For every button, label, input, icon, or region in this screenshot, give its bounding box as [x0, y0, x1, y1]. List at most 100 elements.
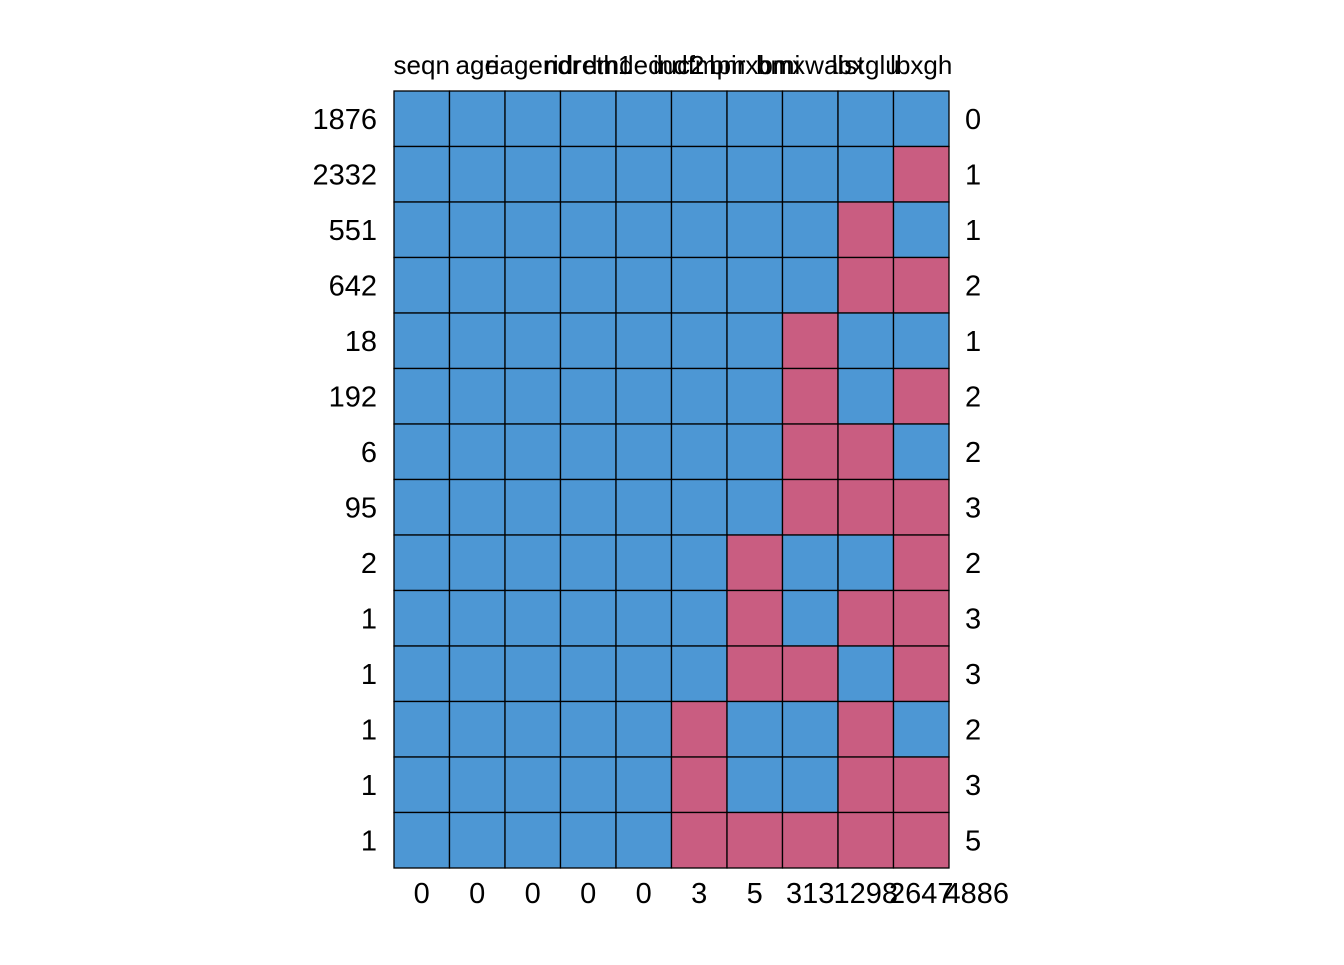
column-missing-count-label: 0: [525, 878, 541, 910]
column-missing-count-label: 0: [636, 878, 652, 910]
observed-cell: [393, 645, 451, 703]
observed-cell: [781, 589, 839, 647]
observed-cell: [559, 423, 617, 481]
observed-cell: [726, 201, 784, 259]
row-frequency-label: 2: [361, 548, 377, 580]
observed-cell: [615, 756, 673, 814]
observed-cell: [393, 700, 451, 758]
observed-cell: [781, 201, 839, 259]
column-label: dmdeduc2: [583, 50, 704, 80]
row-missing-count-label: 2: [965, 381, 981, 413]
observed-cell: [448, 534, 506, 592]
missing-cell: [670, 700, 728, 758]
missing-cell: [781, 645, 839, 703]
observed-cell: [670, 589, 728, 647]
observed-cell: [504, 256, 562, 314]
observed-cell: [393, 145, 451, 203]
column-missing-count-label: 3: [691, 878, 707, 910]
observed-cell: [670, 423, 728, 481]
observed-cell: [892, 312, 950, 370]
missing-cell: [781, 312, 839, 370]
observed-cell: [504, 90, 562, 148]
row-missing-count-label: 2: [965, 270, 981, 302]
column-label: age: [456, 50, 499, 80]
missing-cell: [892, 256, 950, 314]
row-frequency-label: 1: [361, 659, 377, 691]
missing-cell: [726, 811, 784, 869]
missing-cell: [892, 534, 950, 592]
observed-cell: [448, 645, 506, 703]
observed-cell: [559, 478, 617, 536]
observed-cell: [448, 312, 506, 370]
row-frequency-label: 192: [329, 381, 377, 413]
observed-cell: [448, 423, 506, 481]
observed-cell: [670, 367, 728, 425]
row-missing-count-label: 3: [965, 770, 981, 802]
observed-cell: [615, 811, 673, 869]
observed-cell: [615, 90, 673, 148]
missing-cell: [892, 478, 950, 536]
missing-cell: [892, 811, 950, 869]
observed-cell: [504, 589, 562, 647]
observed-cell: [448, 145, 506, 203]
observed-cell: [504, 367, 562, 425]
observed-cell: [504, 534, 562, 592]
column-missing-count-label: 0: [469, 878, 485, 910]
column-missing-count-label: 0: [580, 878, 596, 910]
row-missing-count-label: 5: [965, 825, 981, 857]
observed-cell: [670, 256, 728, 314]
observed-cell: [670, 312, 728, 370]
observed-cell: [726, 423, 784, 481]
row-missing-count-label: 3: [965, 659, 981, 691]
observed-cell: [393, 478, 451, 536]
column-label: lbxgh: [890, 50, 952, 80]
observed-cell: [726, 756, 784, 814]
missing-cell: [837, 478, 895, 536]
row-missing-count-label: 2: [965, 548, 981, 580]
observed-cell: [559, 645, 617, 703]
observed-cell: [559, 756, 617, 814]
row-missing-count-label: 3: [965, 603, 981, 635]
observed-cell: [504, 423, 562, 481]
missing-cell: [670, 756, 728, 814]
observed-cell: [504, 645, 562, 703]
observed-cell: [448, 90, 506, 148]
row-missing-count-label: 2: [965, 437, 981, 469]
observed-cell: [393, 534, 451, 592]
observed-cell: [448, 256, 506, 314]
observed-cell: [837, 145, 895, 203]
observed-cell: [393, 256, 451, 314]
observed-cell: [670, 478, 728, 536]
observed-cell: [504, 811, 562, 869]
observed-cell: [504, 145, 562, 203]
observed-cell: [559, 145, 617, 203]
observed-cell: [615, 645, 673, 703]
observed-cell: [615, 423, 673, 481]
observed-cell: [726, 367, 784, 425]
row-frequency-label: 6: [361, 437, 377, 469]
observed-cell: [504, 478, 562, 536]
observed-cell: [837, 645, 895, 703]
observed-cell: [504, 700, 562, 758]
observed-cell: [781, 90, 839, 148]
observed-cell: [781, 700, 839, 758]
observed-cell: [615, 256, 673, 314]
observed-cell: [615, 201, 673, 259]
observed-cell: [726, 700, 784, 758]
observed-cell: [781, 534, 839, 592]
observed-cell: [448, 201, 506, 259]
observed-cell: [615, 367, 673, 425]
observed-cell: [615, 312, 673, 370]
missing-cell: [726, 534, 784, 592]
observed-cell: [393, 367, 451, 425]
observed-cell: [393, 423, 451, 481]
row-frequency-label: 95: [345, 492, 377, 524]
observed-cell: [726, 256, 784, 314]
observed-cell: [670, 90, 728, 148]
column-label: bmxwaist: [756, 50, 865, 80]
row-missing-count-label: 0: [965, 104, 981, 136]
column-missing-count-label: 2647: [889, 878, 954, 910]
row-missing-count-label: 3: [965, 492, 981, 524]
